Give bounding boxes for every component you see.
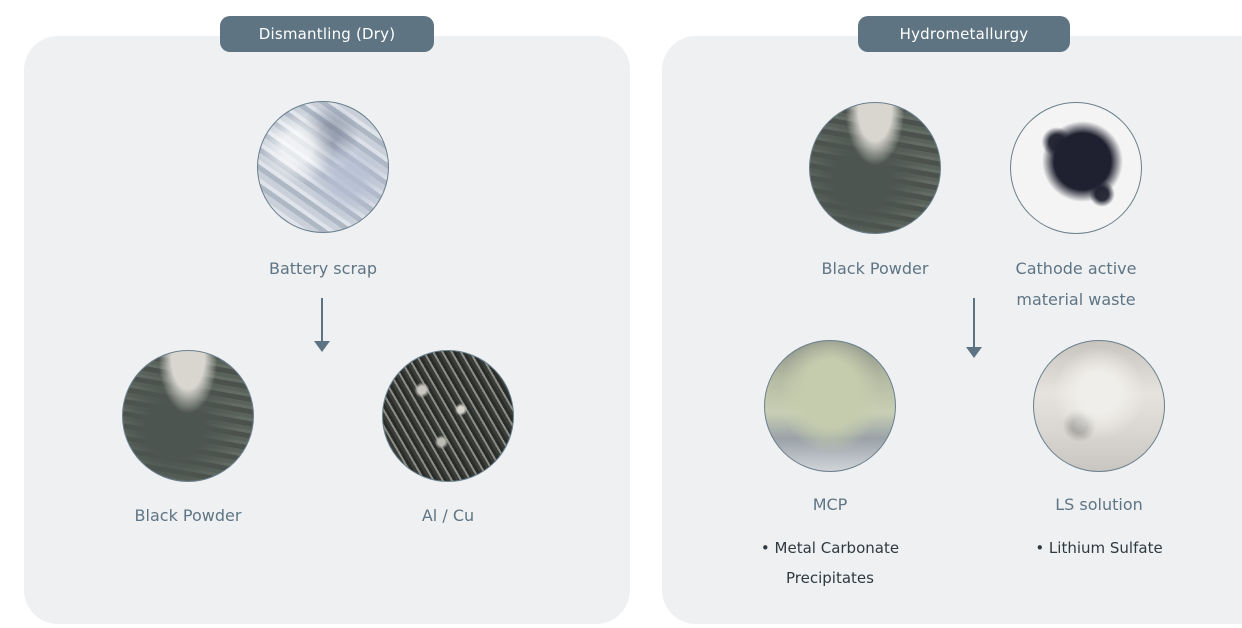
cathode-waste-label-line2: material waste — [1016, 290, 1136, 309]
hydro-black-powder-photo — [809, 102, 941, 234]
ls-solution-label: LS solution — [1055, 495, 1143, 514]
hydro-black-powder-label: Black Powder — [821, 259, 929, 278]
dismantling-title: Dismantling (Dry) — [220, 16, 434, 52]
ls-solution-photo — [1033, 340, 1165, 472]
ls-solution-note: • Lithium Sulfate — [1035, 539, 1163, 557]
battery-scrap-label: Battery scrap — [269, 259, 377, 278]
al-cu-label: Al / Cu — [421, 506, 475, 525]
mcp-photo — [764, 340, 896, 472]
cathode-waste-photo — [1010, 102, 1142, 234]
cathode-waste-label-line1: Cathode active — [1015, 259, 1137, 278]
black-powder-photo — [122, 350, 254, 482]
hydrometallurgy-panel — [662, 36, 1242, 624]
mcp-note-line1: • Metal Carbonate — [760, 539, 900, 557]
hydrometallurgy-title: Hydrometallurgy — [858, 16, 1070, 52]
mcp-label: MCP — [812, 495, 848, 514]
black-powder-label: Black Powder — [134, 506, 242, 525]
hydrometallurgy-down-arrow-icon — [966, 298, 982, 358]
al-cu-photo — [382, 350, 514, 482]
dismantling-down-arrow-icon — [314, 298, 330, 352]
mcp-note-line2: Precipitates — [786, 569, 874, 587]
battery-scrap-photo — [257, 101, 389, 233]
